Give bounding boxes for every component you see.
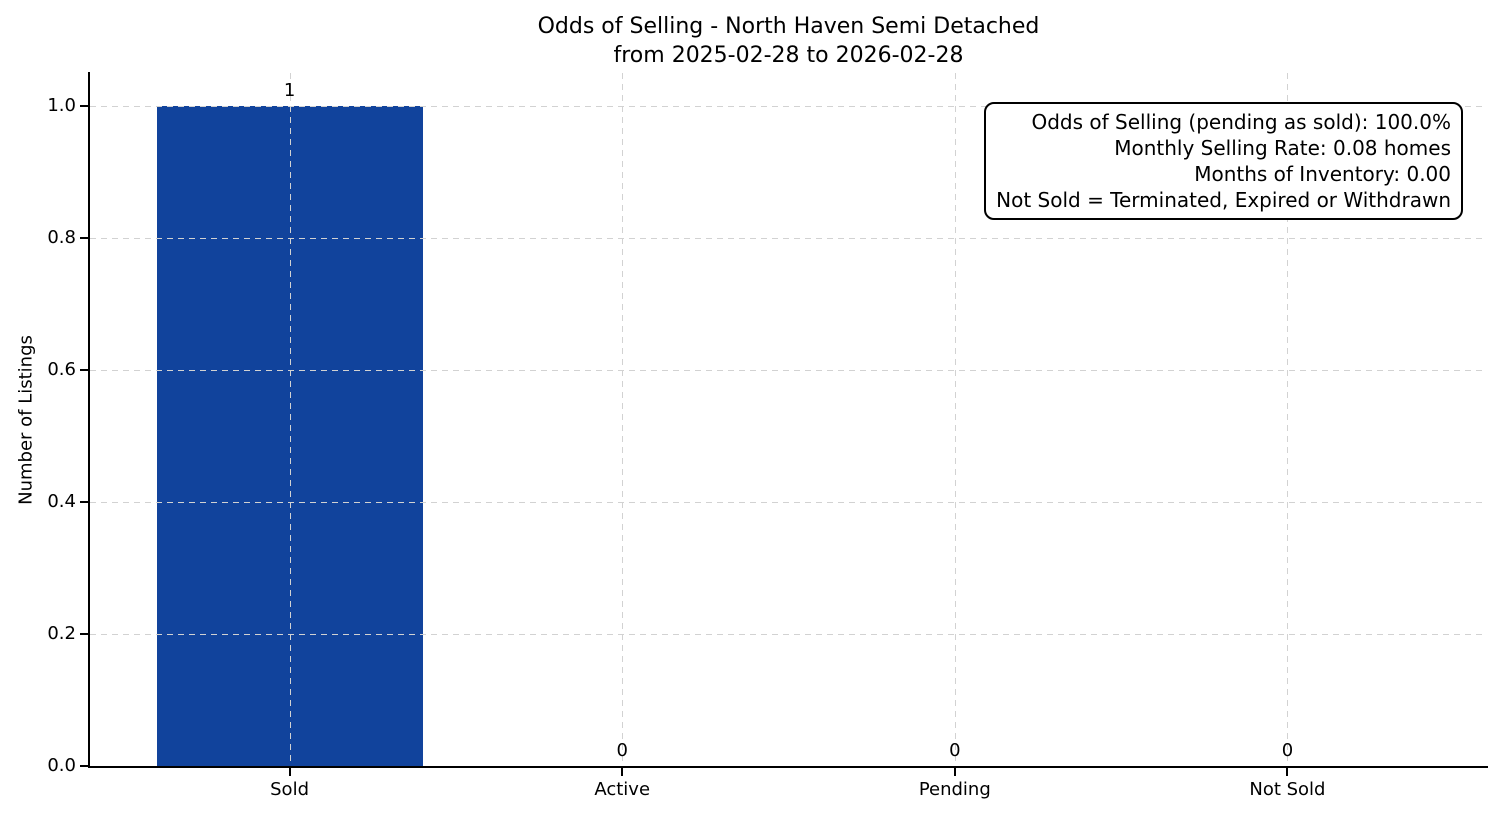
y-tick-mark <box>80 633 88 635</box>
x-tick-label: Active <box>594 779 651 800</box>
y-tick-label: 0.2 <box>47 623 76 644</box>
stats-line: Months of Inventory: 0.00 <box>1194 162 1451 186</box>
horizontal-gridline <box>90 238 1487 239</box>
horizontal-gridline <box>90 370 1487 371</box>
horizontal-gridline <box>90 106 1487 107</box>
vertical-gridline <box>289 73 291 766</box>
y-tick-mark <box>80 765 88 767</box>
x-tick-mark <box>953 768 956 776</box>
stats-annotation-box: Odds of Selling (pending as sold): 100.0… <box>984 102 1463 220</box>
vertical-gridline <box>622 73 624 766</box>
x-tick-mark <box>1286 768 1289 776</box>
y-axis-spine <box>88 72 90 768</box>
stats-line: Monthly Selling Rate: 0.08 homes <box>1114 136 1451 160</box>
x-tick-mark <box>621 768 624 776</box>
vertical-gridline <box>954 73 956 766</box>
y-tick-label: 0.0 <box>47 755 76 776</box>
x-tick-mark <box>288 768 291 776</box>
chart-title: Odds of Selling - North Haven Semi Detac… <box>90 12 1487 70</box>
stats-line: Not Sold = Terminated, Expired or Withdr… <box>996 188 1451 212</box>
bar-value-label: 1 <box>283 80 296 101</box>
x-tick-label: Pending <box>918 779 991 800</box>
chart-title-line2: from 2025-02-28 to 2026-02-28 <box>613 43 964 68</box>
bar-value-label: 0 <box>949 740 961 761</box>
y-tick-label: 1.0 <box>47 95 76 116</box>
x-tick-label: Not Sold <box>1249 779 1326 800</box>
stats-line: Odds of Selling (pending as sold): 100.0… <box>1031 110 1451 134</box>
bar-value-label: 0 <box>1281 740 1294 761</box>
chart-title-line1: Odds of Selling - North Haven Semi Detac… <box>537 14 1040 39</box>
y-tick-label: 0.8 <box>47 227 76 248</box>
y-tick-mark <box>80 105 88 107</box>
horizontal-gridline <box>90 634 1487 635</box>
y-tick-mark <box>80 369 88 371</box>
y-tick-mark <box>80 501 88 503</box>
x-tick-label: Sold <box>270 779 309 800</box>
y-tick-label: 0.6 <box>47 359 76 380</box>
y-tick-mark <box>80 237 88 239</box>
y-tick-label: 0.4 <box>47 491 76 512</box>
vertical-gridline <box>1287 73 1289 766</box>
x-axis-spine <box>88 766 1488 768</box>
bar-value-label: 0 <box>616 740 628 761</box>
horizontal-gridline <box>90 502 1487 503</box>
